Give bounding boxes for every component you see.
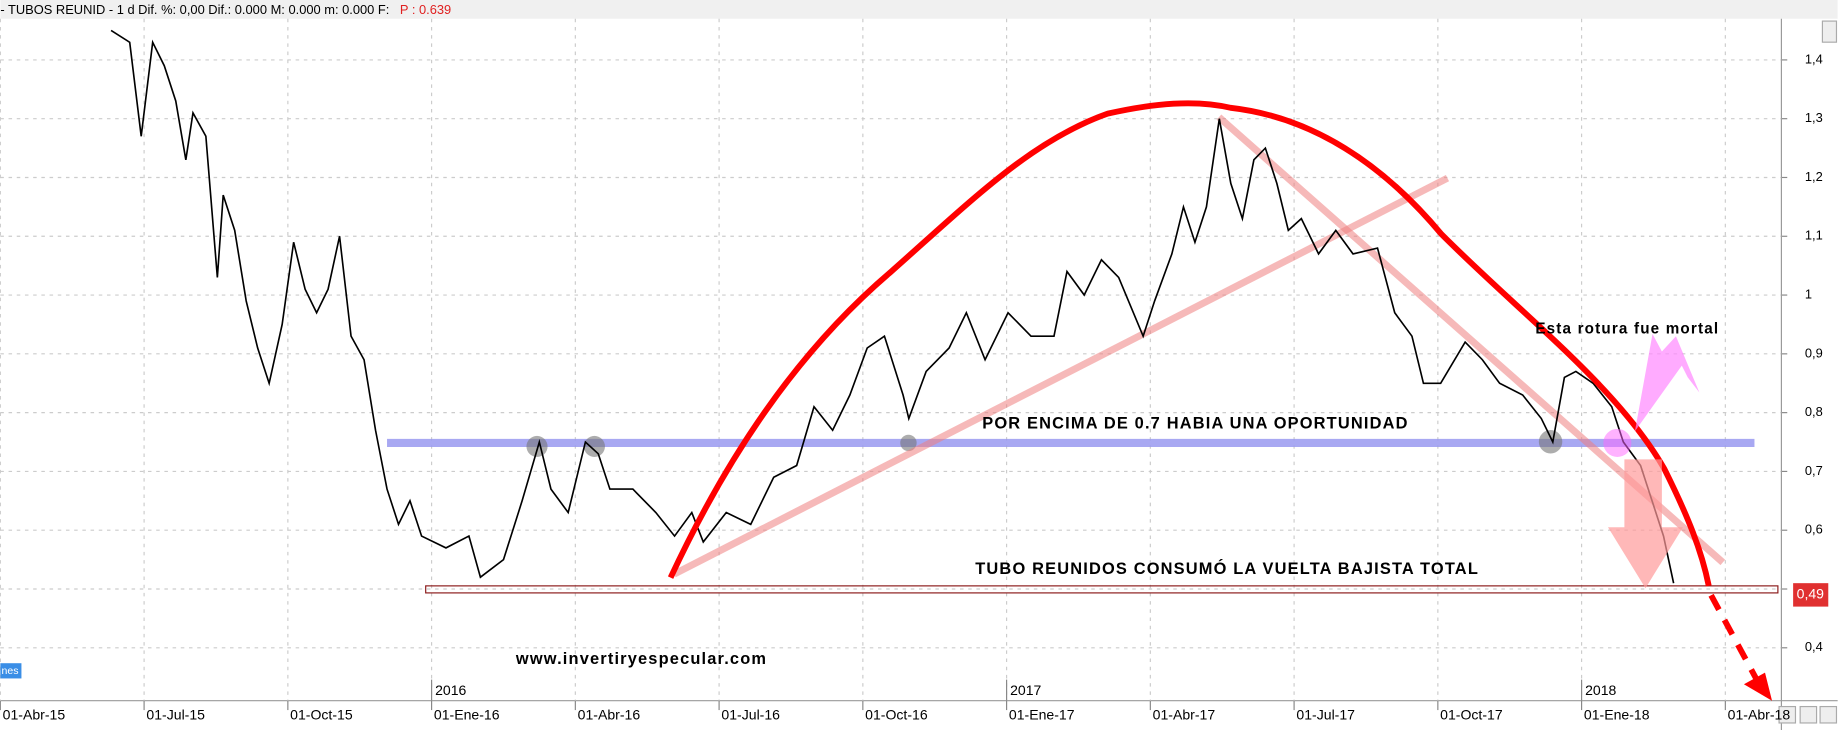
x-tick-label: 01-Oct-15 [290, 707, 353, 723]
h-button[interactable] [1799, 705, 1818, 724]
break-point [1603, 428, 1632, 457]
x-tick-label: 01-Abr-17 [1153, 707, 1216, 723]
annotation: www.invertiryespecular.com [515, 650, 767, 668]
header-last: P : 0.639 [400, 2, 451, 17]
y-tick-label: 1 [1805, 286, 1812, 301]
touch-point [526, 435, 548, 457]
price-line [110, 29, 1675, 584]
last-price-box [1793, 583, 1829, 607]
tab[interactable] [0, 663, 22, 679]
y-tick-label: 0,4 [1805, 639, 1823, 654]
down-arrow [1607, 459, 1683, 589]
header-title: - TUBOS REUNID - 1 d Dif. %: 0,00 Dif.: … [0, 2, 389, 17]
touch-point [1538, 430, 1563, 454]
x-tick-label: 01-Jul-17 [1296, 707, 1355, 723]
x-tick-label: 01-Ene-16 [434, 707, 500, 723]
x-tick-label: 01-Jul-15 [146, 707, 205, 723]
y-tick-label: 0,8 [1805, 404, 1823, 419]
arrow-head [1743, 672, 1773, 701]
last-price-label: 0,49 [1797, 586, 1825, 602]
zoom-button[interactable] [1778, 705, 1797, 724]
x-tick-label: 01-Abr-15 [3, 707, 66, 723]
x-tick-label: 01-Oct-17 [1440, 707, 1503, 723]
y-tick-label: 1,2 [1805, 169, 1823, 184]
y-tick-label: 0,7 [1805, 463, 1823, 478]
touch-point [583, 435, 605, 457]
y-tick-label: 1,3 [1805, 110, 1823, 125]
touch-point [900, 434, 917, 452]
scroll-button[interactable] [1821, 20, 1838, 43]
x-tick-label: 01-Abr-16 [578, 707, 641, 723]
year-label: 2018 [1585, 682, 1616, 698]
x-tick-label: 01-Ene-17 [1009, 707, 1075, 723]
annotation: POR ENCIMA DE 0.7 HABIA UNA OPORTUNIDAD [982, 415, 1408, 433]
annotation-shapes [667, 100, 1773, 701]
menu-button[interactable] [1819, 705, 1838, 724]
annotation-shapes [387, 114, 1779, 594]
header-bar [0, 0, 1838, 19]
pink-arrow [1634, 333, 1700, 432]
support-box [425, 585, 1779, 594]
x-tick-label: 01-Abr-18 [1728, 707, 1791, 723]
x-tick-label: 01-Jul-16 [721, 707, 780, 723]
x-tick-label: 01-Ene-18 [1584, 707, 1650, 723]
y-tick-label: 0,6 [1805, 522, 1823, 537]
trend-line [672, 174, 1450, 578]
y-tick-label: 1,4 [1805, 51, 1823, 66]
x-tick-label: 01-Oct-16 [865, 707, 928, 723]
arc [667, 100, 1712, 587]
y-tick-label: 1,1 [1805, 228, 1823, 243]
y-tick-label: 0,9 [1805, 345, 1823, 360]
year-label: 2016 [435, 682, 466, 698]
annotation: Esta rotura fue mortal [1535, 320, 1719, 337]
annotation: TUBO REUNIDOS CONSUMÓ LA VUELTA BAJISTA … [975, 559, 1479, 578]
tab-label[interactable]: nes [2, 665, 19, 677]
year-label: 2017 [1010, 682, 1041, 698]
